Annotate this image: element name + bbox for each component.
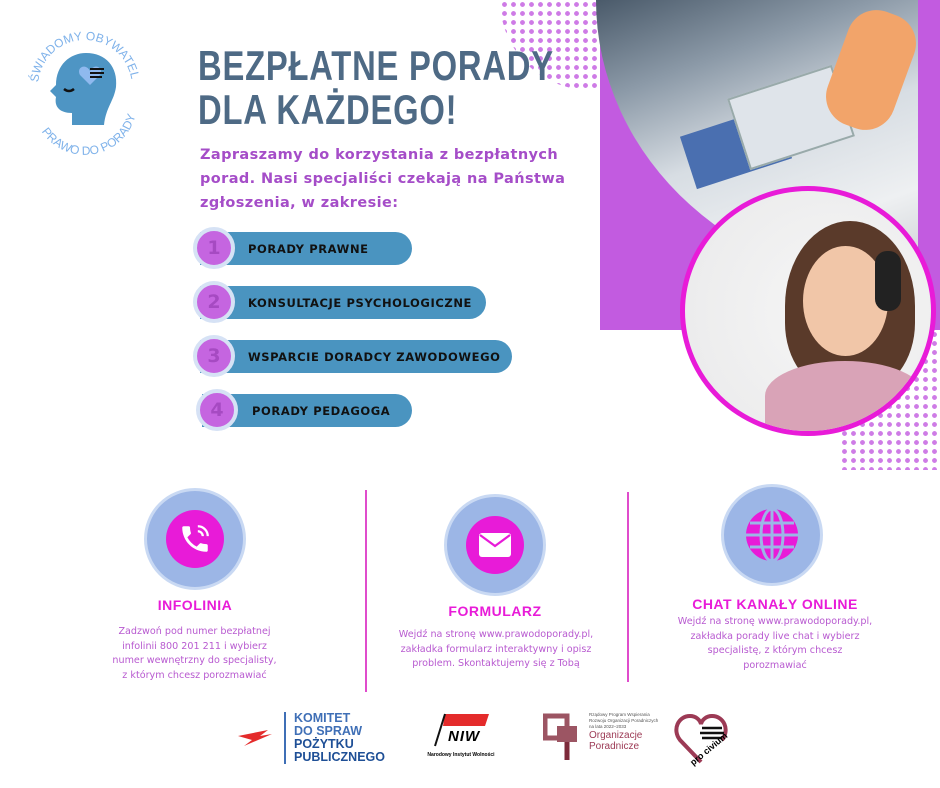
page-title: BEZPŁATNE PORADY DLA KAŻDEGO! [198,44,554,132]
divider [627,492,629,682]
service-number-2: 2 [193,281,235,323]
service-label: WSPARCIE DORADCY ZAWODOWEGO [248,349,501,364]
service-label: PORADY PEDAGOGA [252,403,391,418]
kpp-line: PUBLICZNEGO [294,750,385,764]
phone-icon [166,510,224,568]
swiadomy-obywatel-logo: ŚWIADOMY OBYWATEL PRAWO DO PORADY [20,25,150,158]
purple-band-edge [918,0,940,330]
program-name: Rządowy Program Wspierania Rozwoju Organ… [589,712,659,729]
contact-title-infolinia: INFOLINIA [157,597,233,613]
service-number-3: 3 [193,335,235,377]
kpp-line: POŻYTKU [294,737,354,751]
contact-text-formularz: Wejdź na stronę www.prawodoporady.pl, za… [398,629,594,669]
org-name-2: Poradnicze [589,741,640,752]
kpp-line: KOMITET [294,711,351,725]
niw-mark: NIW [448,728,481,745]
service-item-3: WSPARCIE DORADCY ZAWODOWEGO [200,340,512,373]
service-item-1: PORADY PRAWNE [200,232,412,265]
service-number-4: 4 [196,389,238,431]
consultant-photo [680,186,936,436]
intro-text: Zapraszamy do korzystania z bezpłatnych … [200,147,566,211]
service-item-2: KONSULTACJE PSYCHOLOGICZNE [200,286,486,319]
contact-title-formularz: FORMULARZ [448,603,542,619]
phone-icon-circle [144,488,246,590]
org-name-1: Organizacje [589,730,643,741]
envelope-icon [466,516,524,574]
contact-text-infolinia: Zadzwoń pod numer bezpłatnej infolinii 8… [112,626,277,681]
niw-name: Narodowy Instytut Wolności [427,752,495,758]
polish-flag-icon [238,730,272,746]
kpp-line: DO SPRAW [294,724,363,738]
globe-icon [744,507,800,563]
service-label: KONSULTACJE PSYCHOLOGICZNE [248,295,473,310]
contact-text-chat: Wejdź na stronę www.prawodoporady.pl, za… [677,616,873,671]
niw-logo: NIW Narodowy Instytut Wolności [418,712,504,758]
kpp-logo: KOMITET DO SPRAW POŻYTKU PUBLICZNEGO [238,712,385,764]
globe-icon-circle [721,484,823,586]
contact-title-chat: CHAT KANAŁY ONLINE [692,596,858,612]
pro-civium-logo: pro civium [672,710,730,768]
organizacje-poradnicze-logo: Rządowy Program Wspierania Rozwoju Organ… [543,712,664,764]
service-label: PORADY PRAWNE [248,241,369,256]
title-line-1: BEZPŁATNE PORADY [198,42,554,89]
envelope-icon-circle [444,494,546,596]
title-line-2: DLA KAŻDEGO! [198,86,458,133]
service-number-1: 1 [193,227,235,269]
divider [365,490,367,692]
